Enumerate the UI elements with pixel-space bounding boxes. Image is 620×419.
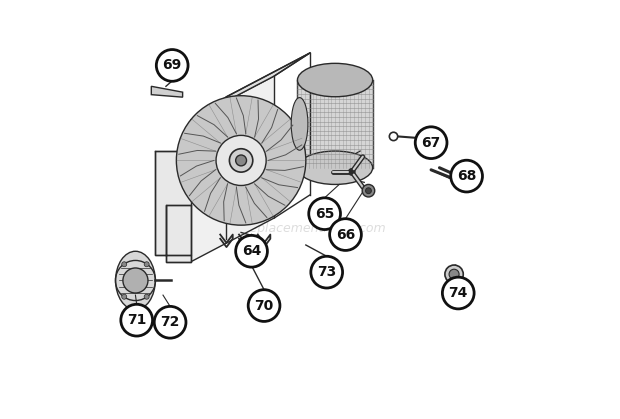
Text: 67: 67 xyxy=(422,136,441,150)
Polygon shape xyxy=(151,86,183,97)
Circle shape xyxy=(330,219,361,251)
Circle shape xyxy=(443,277,474,309)
Text: 66: 66 xyxy=(336,228,355,242)
Circle shape xyxy=(248,290,280,321)
Ellipse shape xyxy=(291,98,308,150)
Text: 71: 71 xyxy=(127,313,146,327)
Circle shape xyxy=(176,96,306,225)
Ellipse shape xyxy=(115,251,155,310)
Circle shape xyxy=(154,306,186,338)
Circle shape xyxy=(123,268,148,293)
Text: 73: 73 xyxy=(317,265,336,279)
Circle shape xyxy=(144,262,149,267)
Circle shape xyxy=(449,269,459,279)
Circle shape xyxy=(229,149,253,172)
Text: 74: 74 xyxy=(448,286,468,300)
Circle shape xyxy=(311,256,343,288)
Text: 65: 65 xyxy=(315,207,334,221)
Ellipse shape xyxy=(298,151,373,184)
Circle shape xyxy=(389,132,397,141)
Text: eReplacementParts.com: eReplacementParts.com xyxy=(234,222,386,235)
Circle shape xyxy=(451,160,482,192)
Circle shape xyxy=(348,168,355,175)
Circle shape xyxy=(122,262,126,267)
Circle shape xyxy=(366,188,371,194)
Polygon shape xyxy=(191,53,310,120)
Polygon shape xyxy=(191,76,275,262)
Circle shape xyxy=(236,155,247,166)
Text: 70: 70 xyxy=(254,299,273,313)
Circle shape xyxy=(144,294,149,299)
Circle shape xyxy=(236,235,267,267)
Circle shape xyxy=(309,198,340,230)
Ellipse shape xyxy=(298,63,373,97)
Polygon shape xyxy=(298,80,373,168)
Circle shape xyxy=(122,294,126,299)
Text: 68: 68 xyxy=(457,169,476,183)
Circle shape xyxy=(121,304,153,336)
Polygon shape xyxy=(156,151,191,262)
Circle shape xyxy=(216,135,266,186)
Text: 64: 64 xyxy=(242,244,261,258)
Circle shape xyxy=(156,49,188,81)
Text: 72: 72 xyxy=(161,315,180,329)
Circle shape xyxy=(415,127,447,158)
Circle shape xyxy=(445,265,463,283)
Circle shape xyxy=(362,184,374,197)
Text: 69: 69 xyxy=(162,58,182,72)
